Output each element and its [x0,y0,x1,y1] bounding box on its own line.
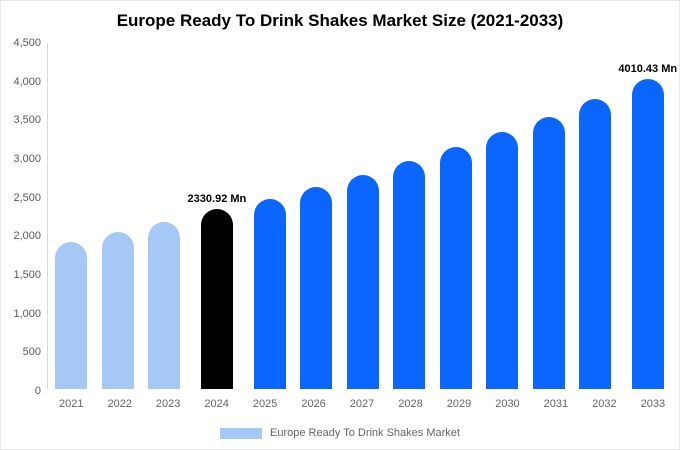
bar-slot-2032 [572,43,619,389]
bar-slot-2022 [95,43,142,389]
bar-slot-2031 [525,43,572,389]
bar-slot-2029 [432,43,479,389]
y-axis-tick: 500 [22,346,41,359]
x-axis-label-2021: 2021 [58,398,84,410]
bar-2028 [393,161,426,389]
bar-2029 [439,147,472,389]
bar-2024 [200,208,233,389]
y-axis-tick: 0 [34,385,41,397]
x-axis-label-2026: 2026 [301,398,326,410]
bar-2031 [532,116,565,389]
y-axis-tick: 1,500 [13,269,41,281]
chart-title: Europe Ready To Drink Shakes Market Size… [116,11,564,30]
legend[interactable]: Europe Ready To Drink Shakes Market [1,427,679,439]
bar-2032 [579,98,612,389]
y-axis-tick: 4,500 [13,37,41,49]
x-axis-label-2025: 2025 [252,398,278,410]
y-axis-tick: 1,000 [13,307,41,320]
bar-slot-2026 [293,43,340,389]
x-axis-label-2029: 2029 [446,398,472,410]
y-axis-tick: 3,500 [13,114,41,127]
legend-swatch [220,427,263,439]
y-axis-tick: 4,000 [13,75,41,88]
bar-slot-2023 [141,43,188,389]
bar-slot-2024: 2330.92 Mn [187,43,247,389]
x-axis-label-2030: 2030 [495,398,520,410]
bar-2033 [631,78,664,389]
bar-2027 [346,175,379,389]
bar-2026 [300,187,333,389]
legend-label: Europe Ready To Drink Shakes Market [270,427,460,439]
y-axis-tick: 2,500 [13,191,41,204]
x-axis-label-2027: 2027 [349,398,375,410]
bar-slot-2030 [479,43,526,389]
bar-slot-2028 [386,43,433,389]
y-axis-tick: 2,000 [13,230,41,243]
bar-2023 [148,221,181,389]
x-axis-label-2031: 2031 [543,398,569,410]
x-axis-label-2033: 2033 [640,398,666,410]
x-axis-label-2032: 2032 [592,398,617,410]
plot-area: 2330.92 Mn 4010.43 Mn [47,43,677,389]
x-axis-label-2023: 2023 [155,398,181,410]
bar-2022 [101,232,134,389]
bar-slot-2027 [339,43,386,389]
bar-2021 [55,241,88,389]
bar-2030 [486,131,519,389]
value-label-2033: 4010.43 Mn [618,62,678,75]
value-label-2024: 2330.92 Mn [187,192,247,205]
x-axis-label-2022: 2022 [107,398,132,410]
bar-slot-2021 [48,43,95,389]
x-axis-labels: 2021 2022 2023 2024 2025 2026 2027 2028 2029 2030… [47,398,677,410]
x-axis-label-2024: 2024 [204,398,229,410]
x-axis-label-2028: 2028 [398,398,423,410]
bar-2025 [253,199,286,389]
bar-slot-2025 [246,43,293,389]
y-axis-tick: 3,000 [13,153,41,165]
bar-slot-2033: 4010.43 Mn [618,43,677,389]
